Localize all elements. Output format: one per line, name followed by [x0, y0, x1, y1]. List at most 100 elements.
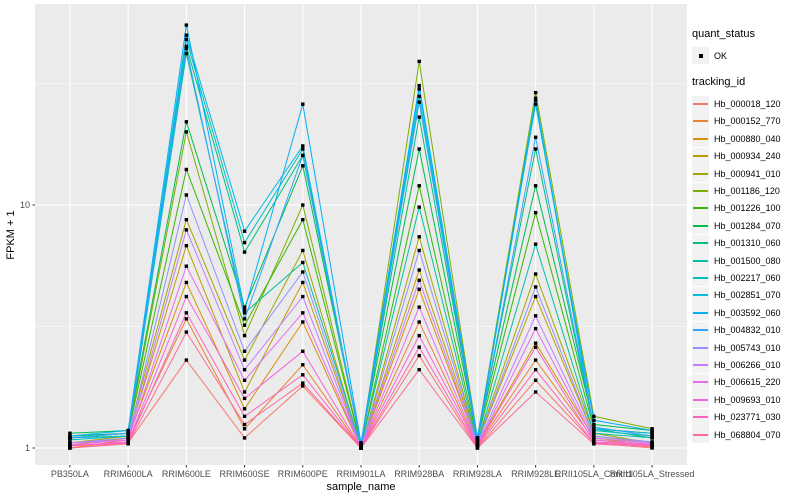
- legend-key: [692, 391, 709, 409]
- data-point: [533, 358, 538, 362]
- data-point: [68, 444, 72, 448]
- legend-item-label: Hb_004832_010: [714, 325, 781, 336]
- data-point: [650, 431, 654, 435]
- data-point: [592, 425, 596, 429]
- data-point: [184, 228, 189, 232]
- x-tick-label: RRIM901LA: [336, 469, 385, 479]
- legend-item-label: Hb_003592_060: [714, 307, 781, 318]
- data-point: [301, 102, 305, 106]
- data-point: [417, 115, 421, 119]
- data-point: [359, 441, 363, 445]
- data-point: [184, 330, 189, 334]
- data-point: [184, 130, 189, 134]
- data-point: [301, 147, 305, 151]
- legend-quant-status-title: quant_status: [692, 28, 755, 40]
- data-point: [592, 436, 596, 440]
- data-point: [242, 368, 247, 372]
- data-point: [592, 428, 596, 433]
- data-point: [242, 427, 247, 431]
- data-point: [417, 147, 421, 151]
- legend-key: [692, 269, 709, 287]
- data-point: [242, 305, 247, 309]
- series-color-swatch-icon: [693, 398, 708, 401]
- legend-item-label: Hb_000018_120: [714, 99, 781, 110]
- legend-key: [692, 165, 709, 183]
- series-color-swatch-icon: [693, 103, 708, 106]
- legend-item-label: Hb_068804_070: [714, 429, 781, 440]
- series-color-swatch-icon: [693, 276, 708, 279]
- data-point: [184, 317, 189, 321]
- legend-item-ok-label: OK: [714, 50, 728, 61]
- legend-item-Hb_068804_070: Hb_068804_070: [692, 426, 798, 443]
- data-point: [68, 431, 72, 435]
- data-point: [533, 378, 538, 382]
- legend-item-label: Hb_001226_100: [714, 203, 781, 214]
- data-point: [533, 314, 538, 318]
- data-point: [301, 144, 305, 148]
- data-point: [301, 384, 305, 388]
- legend-key: [692, 321, 709, 339]
- legend-key: [692, 130, 709, 148]
- data-point: [533, 368, 538, 372]
- data-point: [184, 358, 189, 362]
- data-point: [184, 51, 189, 56]
- data-point: [417, 333, 421, 338]
- x-tick-label: RRIM600LE: [162, 469, 211, 479]
- data-point: [126, 428, 130, 433]
- data-point: [592, 434, 596, 438]
- data-point: [242, 436, 247, 440]
- data-point: [417, 368, 421, 372]
- series-color-swatch-icon: [693, 172, 708, 175]
- data-point: [475, 439, 480, 443]
- legend-item-Hb_003592_060: Hb_003592_060: [692, 304, 798, 322]
- legend-item-Hb_004832_010: Hb_004832_010: [692, 321, 798, 339]
- data-point: [533, 285, 538, 289]
- y-axis-title: FPKM + 1: [5, 210, 17, 259]
- x-tick-label: RRII105LA_Stressed: [610, 469, 695, 479]
- series-color-swatch-icon: [693, 190, 708, 193]
- legend-key: [692, 95, 709, 113]
- data-point: [475, 436, 480, 440]
- x-tick-label: RRIM928BA: [394, 469, 444, 479]
- legend-item-Hb_000152_770: Hb_000152_770: [692, 112, 798, 130]
- data-point: [417, 320, 421, 324]
- series-color-swatch-icon: [693, 137, 708, 140]
- legend-item-label: Hb_002217_060: [714, 272, 781, 283]
- series-color-swatch-icon: [693, 224, 708, 227]
- legend-item-label: Hb_000934_240: [714, 151, 781, 162]
- data-point: [533, 242, 538, 246]
- data-point: [417, 248, 421, 253]
- legend-item-label: Hb_001186_120: [714, 186, 780, 197]
- data-point: [650, 445, 654, 449]
- legend-item-label: Hb_006266_010: [714, 359, 781, 370]
- data-point: [184, 294, 189, 299]
- legend-item-label: Hb_001500_080: [714, 255, 781, 266]
- data-point: [417, 94, 421, 99]
- data-point: [68, 438, 72, 442]
- legend-item-Hb_001500_080: Hb_001500_080: [692, 252, 798, 270]
- data-point: [417, 184, 421, 188]
- legend-tracking-id-title: tracking_id: [692, 76, 746, 89]
- data-point: [650, 427, 654, 431]
- data-point: [533, 390, 538, 394]
- y-tick-label: 1: [25, 443, 30, 453]
- data-point: [592, 422, 596, 427]
- data-point: [417, 83, 421, 88]
- legend-item-Hb_001284_070: Hb_001284_070: [692, 217, 798, 235]
- series-color-swatch-icon: [693, 329, 708, 332]
- y-tick-label: 10: [20, 200, 30, 210]
- data-point: [242, 317, 247, 321]
- x-tick-label: RRIM928LA: [453, 469, 502, 479]
- legend-item-label: Hb_000152_770: [714, 116, 781, 127]
- x-tick-label: PB350LA: [51, 469, 89, 479]
- data-point: [417, 235, 421, 239]
- data-point: [533, 90, 538, 95]
- series-color-swatch-icon: [693, 155, 708, 158]
- data-point: [533, 341, 538, 345]
- data-point: [301, 373, 305, 377]
- data-point: [533, 98, 538, 102]
- data-point: [592, 438, 596, 442]
- series-color-swatch-icon: [693, 363, 708, 366]
- data-point: [126, 438, 130, 442]
